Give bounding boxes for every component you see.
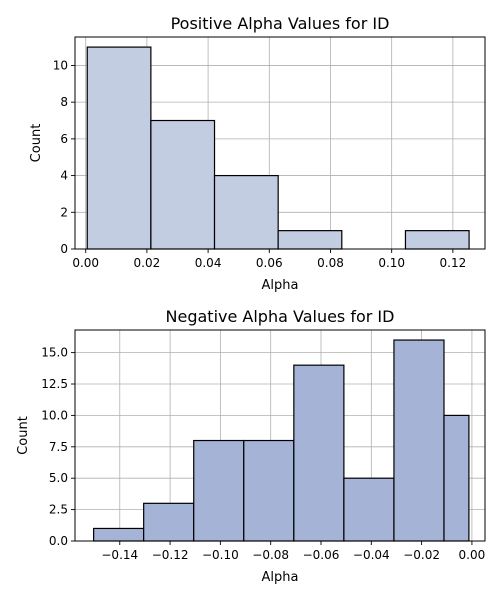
y-tick-label: 7.5: [49, 440, 68, 454]
x-tick-label: −0.08: [252, 548, 289, 562]
y-tick-label: 4: [60, 169, 68, 183]
x-tick-label: 0.04: [195, 256, 222, 270]
axes-frame: [74, 36, 486, 250]
x-tick-label: 0.00: [72, 256, 99, 270]
histogram-bar: [277, 230, 343, 250]
y-tick-label: 5.0: [49, 471, 68, 485]
y-tick-label: 10: [53, 58, 68, 72]
x-tick-label: 0.00: [459, 548, 486, 562]
y-tick-label: 8: [60, 95, 68, 109]
histogram-bar: [243, 439, 295, 542]
positive-alpha-histogram: 0.00 0.02 0.04 0.06 0.08 0.10 0.12 0 2 4 6 8 10 Posit…: [29, 14, 486, 293]
x-axis-label: Alpha: [262, 278, 299, 293]
histogram-bar: [93, 527, 145, 542]
x-tick-label: −0.12: [152, 548, 189, 562]
y-tick-label: 2.5: [49, 503, 68, 517]
x-tick-label: 0.06: [256, 256, 283, 270]
y-tick-label: 6: [60, 132, 68, 146]
histogram-bar: [293, 364, 345, 542]
histogram-bar: [393, 339, 445, 542]
y-tick-label: 0: [60, 242, 68, 256]
x-tick-label: −0.02: [403, 548, 440, 562]
x-tick-label: 0.10: [378, 256, 405, 270]
histogram-bar: [86, 46, 152, 250]
y-tick-label: 12.5: [41, 377, 68, 391]
histogram-bar: [150, 119, 216, 250]
y-tick-label: 0.0: [49, 534, 68, 548]
negative-alpha-histogram: −0.14 −0.12 −0.10 −0.08 −0.06 −0.04 −0.02 0.00 0…: [16, 307, 486, 585]
histogram-bar: [193, 439, 245, 542]
histogram-bar: [343, 477, 395, 542]
histogram-bar: [404, 230, 470, 250]
x-tick-label: 0.08: [317, 256, 344, 270]
y-axis-label: Count: [16, 416, 31, 455]
histogram-bar: [443, 414, 470, 542]
y-axis-label: Count: [29, 124, 44, 163]
x-tick-label: −0.10: [202, 548, 239, 562]
y-tick-label: 10.0: [41, 408, 68, 422]
x-tick-label: 0.12: [440, 256, 467, 270]
chart-title: Negative Alpha Values for ID: [166, 307, 395, 326]
chart-title: Positive Alpha Values for ID: [171, 14, 390, 33]
x-axis-label: Alpha: [262, 570, 299, 585]
axes-frame: [74, 329, 486, 542]
y-tick-label: 2: [60, 205, 68, 219]
histogram-bar: [143, 502, 195, 542]
x-tick-label: −0.04: [353, 548, 390, 562]
x-tick-label: −0.14: [101, 548, 138, 562]
histogram-bar: [213, 174, 279, 250]
y-tick-label: 15.0: [41, 346, 68, 360]
x-tick-label: 0.02: [134, 256, 161, 270]
x-tick-label: −0.06: [303, 548, 340, 562]
